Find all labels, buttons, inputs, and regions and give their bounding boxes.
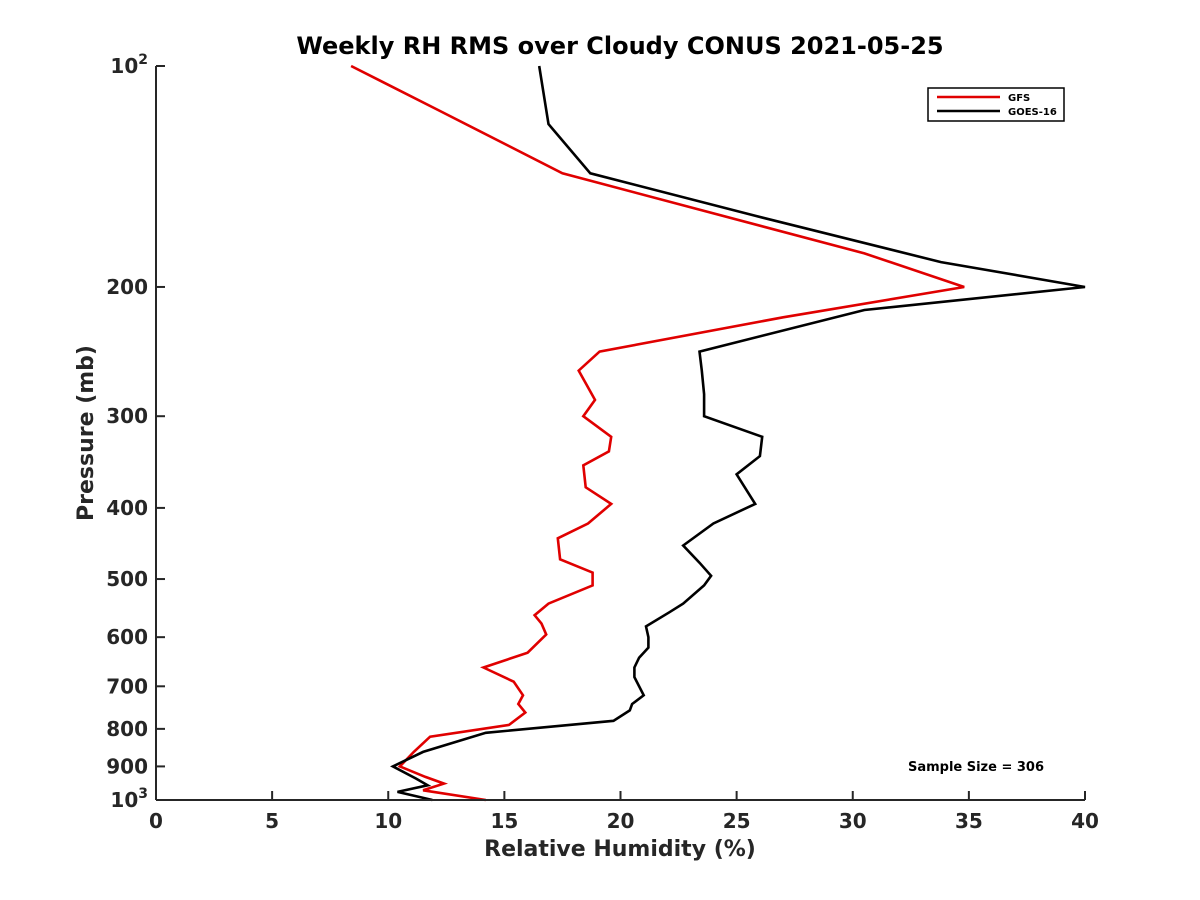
- x-tick-label: 30: [839, 809, 867, 833]
- plot-lines: [350, 64, 1086, 802]
- y-tick-label: 600: [106, 625, 148, 649]
- y-tick-label: 800: [106, 717, 148, 741]
- series-line-goes-16: [390, 65, 1086, 802]
- y-axis-ticks: 102 200 300 400 500 600 700 800 900 103: [106, 52, 165, 812]
- y-tick-label: 700: [106, 674, 148, 698]
- legend: GFS GOES-16: [927, 87, 1065, 122]
- chart-title: Weekly RH RMS over Cloudy CONUS 2021-05-…: [296, 32, 943, 60]
- legend-label-gfs: GFS: [1008, 93, 1030, 104]
- series-line-gfs: [350, 64, 965, 802]
- legend-label-goes-16: GOES-16: [1008, 107, 1057, 118]
- x-tick-label: 20: [607, 809, 635, 833]
- y-tick-label: 103: [110, 786, 148, 812]
- y-axis-label: Pressure (mb): [74, 345, 99, 521]
- x-tick-label: 0: [149, 809, 163, 833]
- x-tick-label: 15: [490, 809, 518, 833]
- x-tick-label: 10: [374, 809, 402, 833]
- y-tick-label: 400: [106, 496, 148, 520]
- legend-box: [927, 87, 1065, 122]
- x-tick-label: 25: [723, 809, 751, 833]
- y-tick-label: 200: [106, 275, 148, 299]
- sample-size-annotation: Sample Size = 306: [908, 760, 1044, 775]
- y-tick-label: 900: [106, 754, 148, 778]
- x-axis-label: Relative Humidity (%): [484, 837, 756, 862]
- x-tick-label: 35: [955, 809, 983, 833]
- x-tick-label: 5: [265, 809, 279, 833]
- y-tick-label: 102: [110, 52, 148, 78]
- x-axis-ticks: 0 5 10 15 20 25 30 35 40: [149, 791, 1099, 833]
- y-tick-label: 500: [106, 567, 148, 591]
- x-tick-label: 40: [1071, 809, 1099, 833]
- y-tick-label: 300: [106, 404, 148, 428]
